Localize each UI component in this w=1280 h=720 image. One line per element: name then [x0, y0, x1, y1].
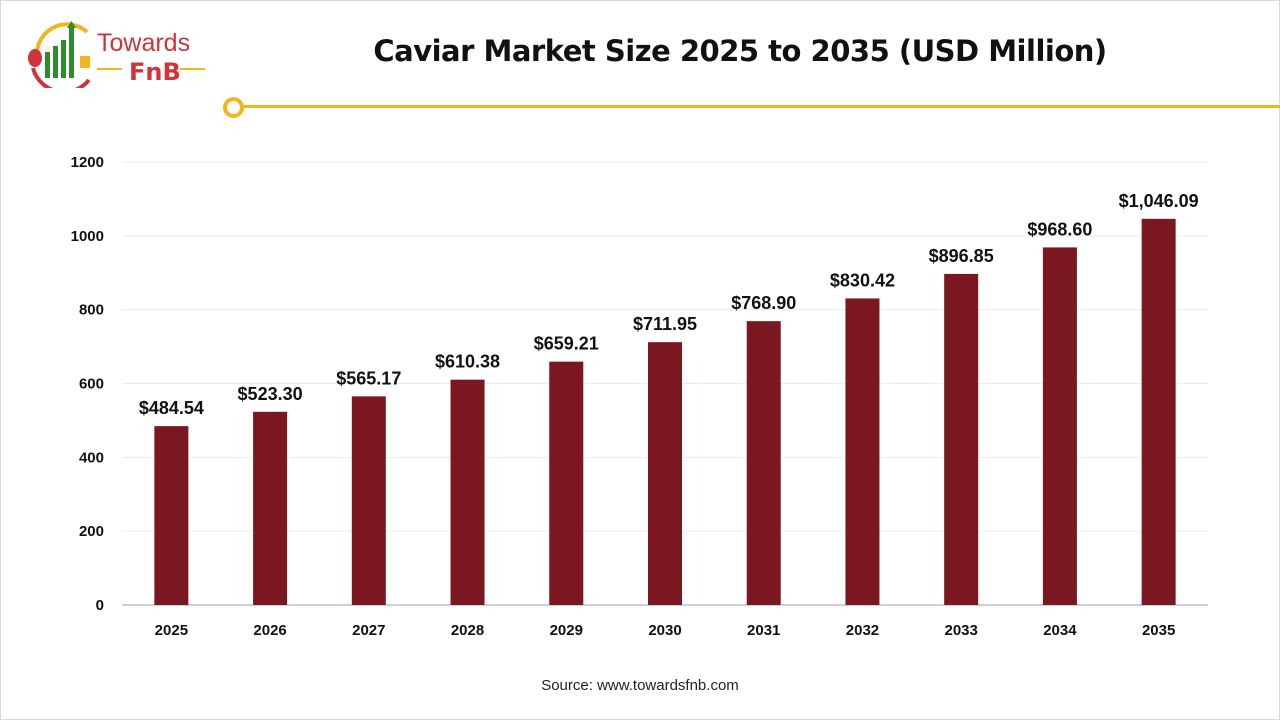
logo-icon: Towards FnB	[28, 21, 205, 94]
x-tick-label: 2030	[648, 622, 681, 639]
y-tick-label: 400	[79, 449, 104, 466]
x-tick-label: 2025	[155, 622, 188, 639]
y-tick-label: 1000	[71, 228, 104, 245]
x-tick-label: 2033	[944, 622, 977, 639]
source-note: Source: www.towardsfnb.com	[541, 677, 739, 694]
bar	[1141, 218, 1176, 606]
data-label: $659.21	[534, 334, 599, 354]
y-tick-label: 200	[79, 523, 104, 540]
data-label: $484.54	[139, 398, 204, 418]
bar	[845, 298, 880, 605]
y-tick-label: 800	[79, 302, 104, 319]
title-underline	[242, 105, 1280, 108]
bar	[944, 273, 979, 605]
bar	[351, 396, 386, 605]
x-tick-label: 2035	[1142, 622, 1175, 639]
chart-title: Caviar Market Size 2025 to 2035 (USD Mil…	[373, 34, 1107, 68]
bar	[1042, 247, 1077, 605]
bar	[154, 426, 189, 605]
bar	[648, 342, 682, 605]
bar	[549, 361, 584, 605]
logo-text-top: Towards	[97, 29, 190, 57]
x-tick-label: 2032	[846, 622, 879, 639]
data-label: $896.85	[929, 246, 994, 266]
towards-fnb-logo: Towards FnB	[25, 18, 215, 94]
x-tick-label: 2028	[451, 622, 484, 639]
data-label: $565.17	[336, 368, 401, 388]
data-label: $523.30	[238, 384, 303, 404]
data-label: $711.95	[633, 314, 697, 334]
data-label: $1,046.09	[1119, 191, 1199, 211]
data-label: $610.38	[435, 352, 500, 372]
logo-text-bottom: FnB	[129, 58, 181, 86]
x-tick-label: 2034	[1043, 622, 1077, 639]
y-tick-label: 0	[96, 597, 104, 614]
x-tick-label: 2031	[747, 622, 780, 639]
bar	[253, 411, 288, 605]
y-tick-label: 1200	[71, 154, 104, 171]
data-label: $968.60	[1027, 219, 1092, 239]
x-tick-label: 2029	[550, 622, 583, 639]
bar	[450, 379, 485, 605]
bar	[746, 321, 781, 605]
y-tick-label: 600	[79, 376, 104, 393]
data-label: $830.42	[830, 270, 895, 290]
x-tick-label: 2026	[253, 622, 286, 639]
x-tick-label: 2027	[352, 622, 385, 639]
title-underline-dot	[223, 97, 244, 118]
data-label: $768.90	[731, 293, 796, 313]
